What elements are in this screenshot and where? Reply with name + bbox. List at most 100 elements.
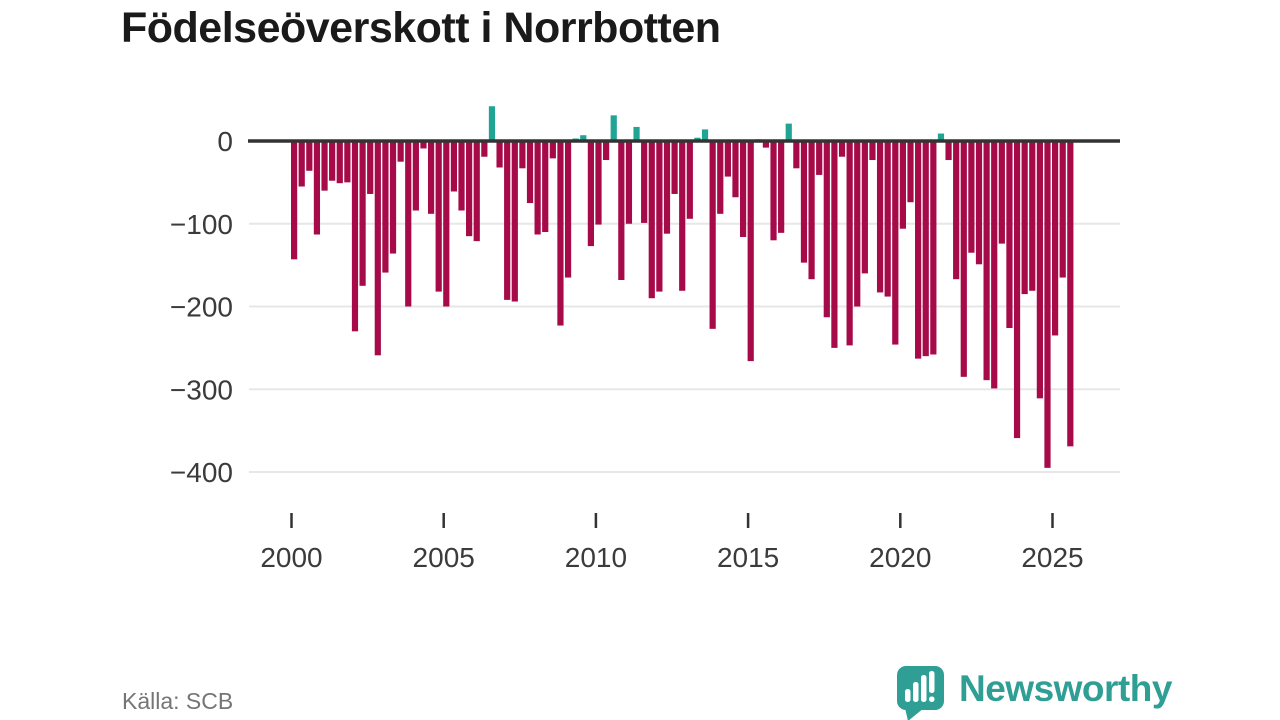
bar-2014-Q1 [717, 141, 724, 214]
bar-2007-Q1 [504, 141, 511, 300]
bar-2007-Q4 [526, 141, 534, 204]
bar-2005-Q4 [466, 141, 473, 237]
x-axis-label-2015: 2015 [717, 542, 779, 573]
bar-2008-Q4 [557, 141, 564, 326]
bar-2002-Q3 [367, 141, 374, 194]
bar-2025-Q1 [1052, 141, 1059, 336]
bar-2025-Q2 [1059, 141, 1066, 278]
bar-2006-Q4 [496, 141, 503, 168]
x-axis-label-2025: 2025 [1021, 542, 1083, 573]
logo-bar-medium [913, 682, 919, 702]
brand-wordmark: Newsworthy [959, 668, 1172, 709]
bar-2016-Q3 [793, 141, 800, 169]
bar-2000-Q1 [291, 141, 298, 260]
bar-2016-Q4 [800, 141, 808, 263]
bar-2022-Q4 [983, 141, 990, 381]
newsworthy-logo: Newsworthy [896, 663, 1172, 720]
bar-2005-Q2 [450, 141, 458, 192]
bar-2006-Q3 [488, 106, 496, 141]
bar-2017-Q1 [808, 141, 815, 280]
bar-2021-Q1 [930, 141, 937, 355]
bar-2017-Q4 [831, 141, 838, 348]
chart-title: Födelseöverskott i Norrbotten [121, 4, 721, 52]
bar-2022-Q2 [968, 141, 975, 253]
bar-2014-Q4 [739, 141, 747, 237]
bar-2000-Q4 [313, 141, 321, 235]
bar-2005-Q1 [443, 141, 450, 307]
y-axis-label-0: 0 [217, 126, 233, 157]
y-axis-label--300: −300 [170, 374, 233, 405]
bar-2012-Q2 [663, 141, 671, 234]
y-axis-label--200: −200 [170, 292, 233, 323]
newsworthy-bubble-icon [897, 666, 944, 720]
bar-2007-Q3 [519, 141, 526, 169]
bar-2009-Q4 [587, 141, 594, 247]
bar-2023-Q2 [998, 141, 1005, 244]
bar-2000-Q2 [298, 141, 305, 187]
bar-2003-Q4 [405, 141, 412, 307]
bar-2022-Q3 [975, 141, 983, 265]
bar-2019-Q1 [869, 141, 876, 161]
bar-2023-Q4 [1013, 141, 1021, 439]
bar-2020-Q2 [907, 141, 914, 203]
bar-2018-Q2 [846, 141, 853, 346]
bar-2013-Q1 [686, 141, 693, 219]
source-label: Källa: SCB [122, 688, 234, 714]
bar-2020-Q4 [922, 141, 929, 357]
bar-2008-Q1 [534, 141, 541, 235]
bar-2002-Q4 [374, 141, 381, 356]
bar-2003-Q1 [382, 141, 389, 273]
bar-2012-Q3 [671, 141, 678, 194]
bar-2016-Q2 [785, 123, 792, 141]
bar-2001-Q1 [321, 141, 328, 191]
bar-2001-Q2 [329, 141, 336, 181]
bar-2009-Q3 [580, 135, 587, 141]
bar-2012-Q4 [679, 141, 686, 291]
x-axis-label-2000: 2000 [260, 542, 322, 573]
bar-2010-Q1 [595, 141, 602, 225]
bar-2023-Q3 [1006, 141, 1013, 329]
bar-2010-Q2 [603, 141, 610, 161]
bar-2025-Q3 [1067, 141, 1074, 447]
bar-2014-Q2 [724, 141, 731, 177]
y-axis-label--100: −100 [170, 209, 233, 240]
bar-2010-Q4 [618, 141, 625, 281]
bar-2011-Q3 [641, 141, 648, 223]
x-axis-label-2010: 2010 [565, 542, 627, 573]
bar-2002-Q1 [351, 141, 359, 332]
bar-2010-Q3 [610, 115, 617, 141]
bar-2013-Q3 [701, 129, 709, 141]
x-axis-label-2020: 2020 [869, 542, 931, 573]
bar-2001-Q3 [336, 141, 343, 184]
bar-2021-Q3 [945, 141, 952, 161]
bar-2004-Q4 [435, 141, 442, 292]
bar-2024-Q4 [1044, 141, 1051, 468]
bar-2024-Q2 [1029, 141, 1036, 291]
bar-2019-Q4 [892, 141, 899, 345]
bar-2000-Q3 [306, 141, 313, 171]
bar-2021-Q2 [937, 133, 945, 141]
logo-bar-tall [921, 675, 927, 702]
bar-2004-Q2 [420, 141, 427, 149]
bar-2007-Q2 [511, 141, 518, 302]
bar-2011-Q4 [648, 141, 655, 299]
bar-2020-Q1 [899, 141, 906, 229]
bar-2002-Q2 [359, 141, 366, 286]
bar-2017-Q3 [823, 141, 830, 318]
bar-2020-Q3 [915, 141, 922, 359]
bar-2011-Q1 [625, 141, 633, 224]
bar-2018-Q3 [854, 141, 861, 307]
bar-2006-Q1 [473, 141, 480, 242]
logo-bar-small [905, 689, 911, 702]
bar-2018-Q1 [838, 141, 846, 157]
bar-2024-Q1 [1021, 141, 1028, 295]
y-axis-label--400: −400 [170, 457, 233, 488]
bar-2024-Q3 [1036, 141, 1043, 399]
bar-2021-Q4 [953, 141, 960, 280]
bar-2019-Q3 [884, 141, 891, 297]
bar-2014-Q3 [732, 141, 739, 198]
bar-2009-Q1 [564, 141, 572, 278]
logo-exclamation-dot [929, 696, 935, 702]
